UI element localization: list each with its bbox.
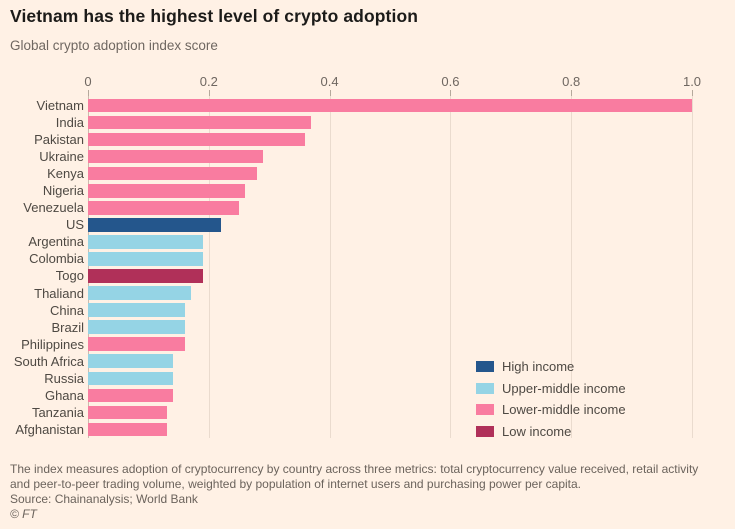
category-label-india: India — [55, 115, 84, 131]
category-label-togo: Togo — [55, 268, 84, 284]
bar-row-ukraine: Ukraine — [0, 148, 735, 165]
x-tick-0.8 — [571, 90, 573, 96]
legend-label-upper_middle: Upper-middle income — [502, 380, 626, 396]
legend-swatch-low — [476, 425, 494, 437]
x-tick-label-0.4: 0.4 — [320, 74, 339, 89]
bar-row-russia: Russia — [0, 370, 735, 387]
category-label-kenya: Kenya — [47, 166, 84, 182]
bar-row-brazil: Brazil — [0, 319, 735, 336]
bar-south-africa — [88, 354, 173, 368]
x-tick-label-0.6: 0.6 — [441, 74, 460, 89]
bar-thaliand — [88, 286, 191, 300]
legend-item-upper-middle-income: Upper-middle income — [476, 378, 626, 400]
gridline-0.8 — [571, 90, 573, 438]
category-label-russia: Russia — [44, 370, 84, 386]
legend-swatch-high — [476, 361, 494, 373]
category-label-afghanistan: Afghanistan — [15, 421, 84, 437]
copyright-line: © FT — [10, 507, 37, 521]
legend-label-low: Low income — [502, 423, 572, 439]
category-label-vietnam: Vietnam — [36, 98, 84, 114]
bar-china — [88, 303, 185, 317]
x-tick-label-1.0: 1.0 — [682, 74, 702, 89]
bar-row-thaliand: Thaliand — [0, 285, 735, 302]
x-tick-1.0 — [692, 90, 693, 96]
bar-row-colombia: Colombia — [0, 250, 735, 267]
bar-us — [88, 218, 221, 232]
bar-row-india: India — [0, 114, 735, 131]
gridline-0.4 — [329, 90, 331, 438]
legend-swatch-upper_middle — [476, 382, 494, 394]
chart-footer: The index measures adoption of cryptocur… — [10, 462, 698, 522]
bar-philippines — [88, 337, 185, 351]
category-label-thaliand: Thaliand — [34, 285, 84, 301]
bar-row-afghanistan: Afghanistan — [0, 421, 735, 438]
page-title: Vietnam has the highest level of crypto … — [10, 6, 419, 26]
x-tick-label-0.2: 0.2 — [199, 74, 218, 89]
legend-label-high: High income — [502, 359, 575, 375]
bar-row-togo: Togo — [0, 267, 735, 284]
category-label-ghana: Ghana — [44, 387, 84, 403]
bar-colombia — [88, 252, 203, 266]
gridline-0.6 — [450, 90, 452, 438]
legend-label-lower_middle: Lower-middle income — [502, 402, 626, 418]
bar-row-south-africa: South Africa — [0, 353, 735, 370]
bar-tanzania — [88, 405, 167, 420]
bar-ghana — [88, 388, 173, 403]
category-label-tanzania: Tanzania — [31, 404, 84, 420]
bar-argentina — [88, 235, 203, 249]
bar-brazil — [88, 320, 185, 334]
x-tick-0.4 — [329, 90, 331, 96]
category-label-nigeria: Nigeria — [42, 183, 84, 199]
bar-row-china: China — [0, 302, 735, 319]
bar-row-philippines: Philippines — [0, 336, 735, 353]
x-tick-0.6 — [450, 90, 452, 96]
bar-row-us: US — [0, 216, 735, 233]
category-label-us: US — [65, 217, 84, 233]
bar-row-kenya: Kenya — [0, 165, 735, 182]
bar-ukraine — [88, 149, 264, 164]
bar-row-pakistan: Pakistan — [0, 131, 735, 148]
x-tick-label-0.8: 0.8 — [562, 74, 581, 89]
category-label-colombia: Colombia — [29, 251, 84, 267]
bar-row-venezuela: Venezuela — [0, 199, 735, 216]
x-tick-label-0: 0 — [84, 74, 92, 89]
legend: High income Upper-middle income Lower-midd… — [476, 356, 626, 442]
bar-rows: Vietnam India Pakistan Ukraine Kenya Nigeria V… — [0, 97, 735, 438]
category-label-argentina: Argentina — [28, 234, 84, 250]
bar-venezuela — [88, 201, 239, 215]
x-tick-0 — [88, 90, 89, 96]
bar-row-ghana: Ghana — [0, 387, 735, 404]
bar-row-argentina: Argentina — [0, 233, 735, 250]
legend-item-lower-middle-income: Lower-middle income — [476, 399, 626, 421]
legend-item-low-income: Low income — [476, 421, 626, 443]
bar-row-tanzania: Tanzania — [0, 404, 735, 421]
legend-swatch-lower_middle — [476, 404, 494, 416]
category-label-south-africa: South Africa — [13, 353, 84, 369]
bar-russia — [88, 371, 173, 386]
category-label-pakistan: Pakistan — [34, 132, 84, 148]
category-label-china: China — [50, 302, 84, 318]
bar-vietnam — [88, 98, 692, 113]
bar-row-vietnam: Vietnam — [0, 97, 735, 114]
bar-afghanistan — [88, 422, 167, 437]
category-label-venezuela: Venezuela — [23, 200, 84, 216]
footnote-line-1: The index measures adoption of cryptocur… — [10, 462, 699, 476]
bar-kenya — [88, 166, 258, 181]
chart-subtitle: Global crypto adoption index score — [10, 38, 218, 53]
source-line: Source: Chainanalysis; World Bank — [10, 492, 198, 506]
bar-nigeria — [88, 184, 246, 198]
category-label-philippines: Philippines — [21, 336, 84, 352]
footnote-line-2: and peer-to-peer trading volume, weighte… — [10, 477, 582, 491]
bar-togo — [88, 269, 203, 283]
category-label-ukraine: Ukraine — [39, 149, 84, 165]
bar-india — [88, 115, 312, 130]
bar-pakistan — [88, 132, 306, 147]
legend-item-high-income: High income — [476, 356, 626, 378]
gridline-0.2 — [208, 90, 210, 438]
bar-row-nigeria: Nigeria — [0, 182, 735, 199]
gridline-1.0 — [692, 90, 693, 438]
category-label-brazil: Brazil — [51, 319, 84, 335]
x-tick-0.2 — [208, 90, 210, 96]
